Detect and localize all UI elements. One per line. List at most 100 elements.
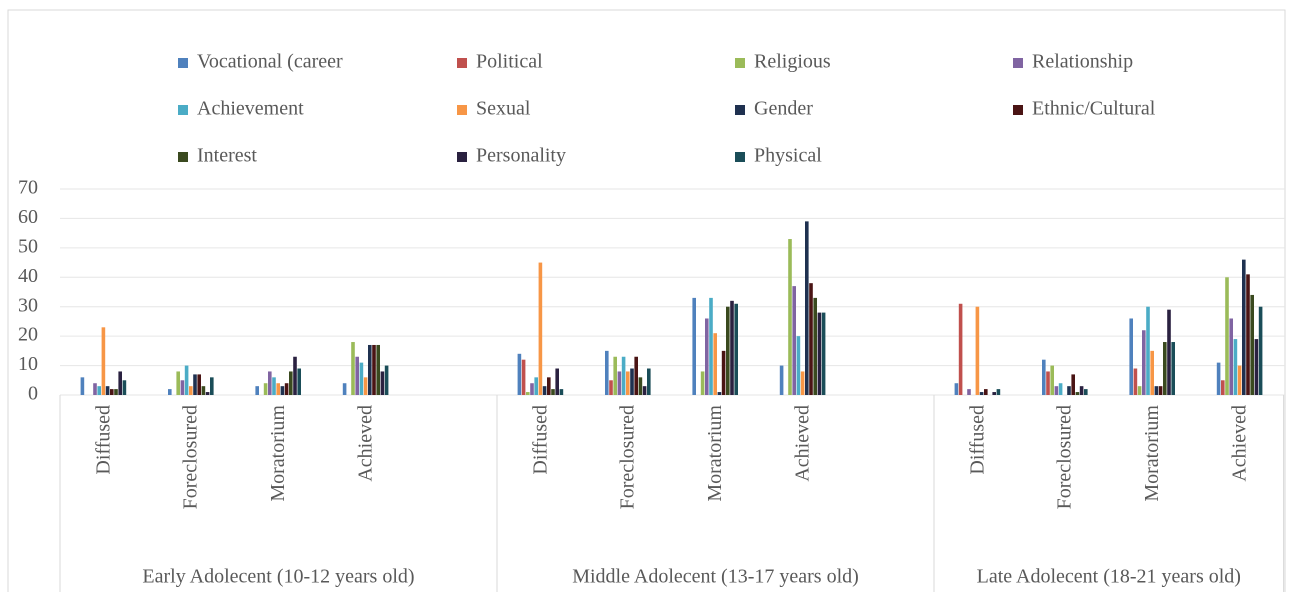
legend-label: Achievement [197,98,304,120]
bar [555,368,559,395]
y-tick-label: 30 [18,294,38,316]
bar [634,356,638,395]
bar [355,356,359,395]
bar [342,383,347,395]
bar [105,386,110,395]
x-tick-label: Diffused [966,405,988,475]
bar [605,350,609,395]
bar [996,389,1001,395]
x-tick-label: Achieved [354,405,376,482]
bar [368,344,372,395]
bar [297,368,301,395]
bar [193,374,197,395]
bar [692,297,696,395]
legend-label: Vocational (career [197,51,343,73]
legend-swatch [1013,58,1023,68]
bar [376,344,380,395]
legend-label: Sexual [476,98,531,120]
bar [1216,362,1221,395]
x-tick-label: Achieved [791,405,813,482]
bar [359,362,364,395]
bar [384,365,389,395]
legend-label: Ethnic/Cultural [1032,98,1156,120]
bar [93,383,97,395]
bar [630,368,634,395]
y-tick-label: 0 [28,383,38,405]
bar [1229,318,1233,395]
legend-label: Relationship [1032,51,1133,73]
bar [626,371,630,395]
x-tick-label: Foreclosured [180,405,202,509]
bar [713,333,717,395]
bar [80,377,85,395]
x-tick-label: Diffused [92,405,114,475]
bar [1046,371,1050,395]
bar [779,365,784,395]
y-tick-label: 20 [18,324,38,346]
legend-swatch [178,105,188,115]
bar [205,392,210,395]
bar [534,377,538,395]
bar [1163,342,1167,395]
x-tick-label: Moratorium [267,405,289,502]
legend-label: Interest [197,145,257,167]
group-label: Late Adolecent (18-21 years old) [977,566,1241,588]
legend-swatch [735,152,745,162]
bar [551,389,555,395]
x-tick-label: Foreclosured [1054,405,1076,509]
bar [1250,294,1254,395]
bar [992,392,996,395]
bar [609,380,613,395]
x-tick-label: Achieved [1228,405,1250,482]
bar [800,371,805,395]
bar [272,377,276,395]
legend-label: Religious [754,51,831,73]
bar [351,342,355,395]
bar [547,377,551,395]
bar [821,312,826,395]
bar [276,383,280,395]
bar [110,389,114,395]
bar [184,365,189,395]
bar [101,327,106,395]
bar [97,386,101,395]
x-tick-label: Moratorium [1141,405,1163,502]
bar [521,359,526,395]
bar [1258,306,1263,395]
bar [1071,374,1075,395]
bar [1246,274,1250,395]
bar [517,353,522,395]
bar [805,221,809,395]
bar [280,386,285,395]
bar [372,344,376,395]
y-tick-label: 10 [18,353,38,375]
bar [621,356,626,395]
bar [530,383,534,395]
bar [255,386,259,395]
y-tick-label: 40 [18,265,38,287]
bar [380,371,385,395]
bar [122,380,127,395]
bar [1158,386,1163,395]
bar [613,356,617,395]
bar [1225,277,1229,395]
legend-label: Personality [476,145,566,167]
bar [1133,368,1138,395]
bar [647,368,651,395]
bar [201,386,206,395]
bar [721,350,726,395]
bar [792,286,796,395]
bar [617,371,622,395]
legend-label: Physical [754,145,822,167]
bar [263,383,268,395]
x-tick-label: Diffused [529,405,551,475]
bar [817,312,822,395]
bar [967,389,971,395]
legend-label: Gender [754,98,813,120]
bar [559,389,564,395]
bar [979,392,984,395]
y-tick-label: 60 [18,206,38,228]
bar [1075,392,1080,395]
bar [1079,386,1084,395]
bar [1233,339,1238,395]
